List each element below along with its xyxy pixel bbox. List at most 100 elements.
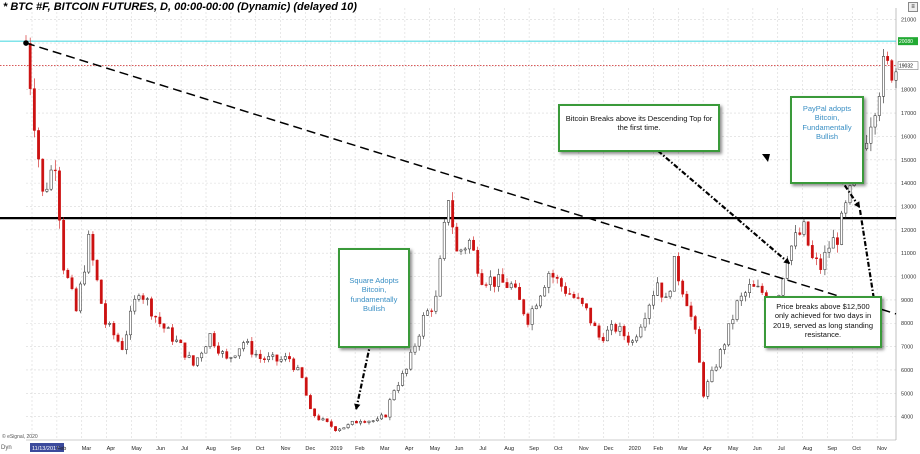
candle-body xyxy=(137,295,141,300)
candle-body xyxy=(660,282,664,298)
candle-body xyxy=(41,158,45,192)
candle-body xyxy=(551,273,555,278)
price-label-box xyxy=(898,37,918,46)
candle-body xyxy=(204,346,208,354)
candle-body xyxy=(430,310,434,312)
candle-body xyxy=(509,283,513,288)
candle-body xyxy=(505,282,509,288)
candle-body xyxy=(585,303,588,309)
candle-body xyxy=(739,295,743,302)
candle-body xyxy=(355,420,358,424)
annotation-descending-top: Bitcoin Breaks above its Descending Top … xyxy=(558,104,720,152)
candle-body xyxy=(790,245,793,261)
candle-body xyxy=(200,352,204,359)
candle-body xyxy=(342,427,346,430)
candle-body xyxy=(815,257,818,259)
candle-body xyxy=(367,420,371,423)
candle-body xyxy=(279,358,283,362)
candle-body xyxy=(647,304,651,319)
candle-body xyxy=(488,276,492,286)
chart-title: * BTC #F, BITCOIN FUTURES, D, 00:00-00:0… xyxy=(3,1,357,13)
candle-body xyxy=(258,353,262,359)
chart-settings-icon[interactable]: ≡ xyxy=(908,2,918,12)
trendline-start-dot xyxy=(23,40,29,46)
copyright-text: © eSignal, 2020 xyxy=(2,434,38,440)
x-tick-label: Mar xyxy=(380,446,390,452)
candle-body xyxy=(593,322,597,327)
candle-body xyxy=(187,355,191,358)
y-tick-label: 8000 xyxy=(901,321,913,327)
candle-body xyxy=(250,341,254,355)
candle-body xyxy=(476,250,480,274)
candle-body xyxy=(618,326,622,332)
descending-arrow xyxy=(649,143,791,265)
candle-body xyxy=(116,334,120,342)
candle-body xyxy=(672,256,676,292)
candle-body xyxy=(605,329,609,342)
x-tick-label: 2019 xyxy=(330,446,342,452)
candle-body xyxy=(275,354,279,362)
x-tick-label: Jul xyxy=(181,446,188,452)
candle-body xyxy=(865,142,869,150)
x-tick-label: Aug xyxy=(803,446,813,452)
candle-body xyxy=(882,56,885,97)
trendline-group xyxy=(23,40,897,315)
candle-body xyxy=(802,221,806,235)
candle-body xyxy=(359,421,363,424)
candle-body xyxy=(568,293,572,295)
candle-body xyxy=(442,221,446,259)
candle-body xyxy=(451,200,455,228)
x-tick-label: Mar xyxy=(82,446,92,452)
candle-body xyxy=(698,329,701,363)
candle-body xyxy=(827,247,831,253)
candle-body xyxy=(74,288,78,312)
y-tick-label: 15000 xyxy=(901,158,916,164)
candle-body xyxy=(748,284,752,293)
candle-body xyxy=(325,418,329,422)
candle-body xyxy=(317,415,321,421)
candle-body xyxy=(735,300,739,320)
x-tick-label: May xyxy=(728,446,739,452)
x-tick-label: Apr xyxy=(405,446,414,452)
candle-body xyxy=(447,200,450,223)
candle-body xyxy=(99,279,103,304)
candle-body xyxy=(438,258,442,297)
candle-body xyxy=(288,356,291,360)
y-tick-label: 18000 xyxy=(901,88,916,94)
candle-body xyxy=(727,323,731,346)
candle-body xyxy=(497,274,501,287)
candle-body xyxy=(346,424,350,429)
x-tick-label: Nov xyxy=(877,446,887,452)
candle-body xyxy=(208,333,212,348)
x-tick-label: Feb xyxy=(653,446,662,452)
candle-body xyxy=(601,337,605,342)
y-tick-label: 6000 xyxy=(901,368,913,374)
candle-body xyxy=(405,368,409,374)
candle-body xyxy=(622,326,626,337)
candle-body xyxy=(467,239,471,250)
price-label-text: 20080 xyxy=(899,39,913,45)
x-tick-label: Dec xyxy=(604,446,614,452)
candle-body xyxy=(32,88,36,131)
x-tick-label: Apr xyxy=(107,446,116,452)
x-tick-label: Jun xyxy=(753,446,762,452)
candle-body xyxy=(375,418,379,422)
candle-body xyxy=(334,426,337,431)
candle-body xyxy=(723,344,726,350)
candle-body xyxy=(781,278,785,296)
candle-body xyxy=(869,126,873,144)
candle-body xyxy=(823,251,827,270)
left-stub: Dyn xyxy=(1,445,12,451)
candle-body xyxy=(459,249,463,252)
candle-body xyxy=(304,377,308,396)
candle-body xyxy=(610,324,613,331)
x-tick-label: Aug xyxy=(504,446,514,452)
candle-body xyxy=(681,280,685,295)
candle-body xyxy=(271,354,275,357)
candle-body xyxy=(217,345,220,354)
candle-body xyxy=(28,43,32,89)
price-label-text: 19032 xyxy=(899,64,913,70)
x-tick-label: Feb xyxy=(355,446,364,452)
